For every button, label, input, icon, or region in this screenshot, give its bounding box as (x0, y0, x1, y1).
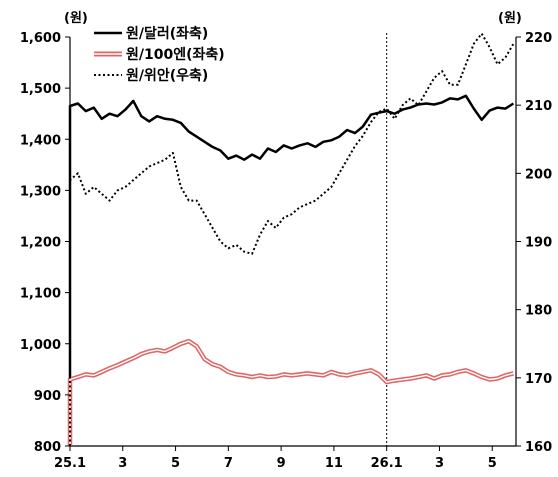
series-line-usd (68, 94, 515, 446)
x-tick-label: 9 (277, 456, 286, 471)
legend-label-jpy: 원/100엔(좌축) (126, 46, 225, 63)
x-axis-ticks: 25.1 3 5 7 9 11 26.1 3 5 (54, 446, 497, 471)
legend-label-usd: 원/달러(좌축) (126, 26, 208, 42)
left-tick-label: 1,500 (20, 82, 61, 97)
x-tick-label: 25.1 (54, 456, 86, 471)
right-tick-label: 190 (525, 236, 552, 251)
x-tick-label: 26.1 (371, 456, 403, 471)
left-axis-unit: (원) (64, 11, 88, 26)
left-tick-label: 1,400 (20, 133, 61, 148)
right-tick-label: 160 (525, 440, 552, 455)
left-tick-label: 1,300 (20, 184, 61, 199)
right-axis-unit: (원) (498, 11, 522, 26)
left-tick-label: 1,100 (20, 287, 61, 302)
left-tick-label: 800 (34, 440, 61, 455)
series-line-jpy-inner (69, 340, 514, 446)
left-tick-label: 1,200 (20, 236, 61, 251)
legend-label-cny: 원/위안(우축) (126, 67, 208, 84)
right-tick-label: 220 (525, 31, 552, 46)
x-tick-label: 11 (325, 456, 343, 471)
series-line-cny (69, 32, 515, 446)
x-tick-label: 3 (118, 456, 127, 471)
right-axis-ticks: 220 210 200 190 180 170 160 (516, 31, 552, 455)
series-layer (67, 32, 515, 446)
right-tick-label: 170 (525, 372, 552, 387)
x-tick-label: 5 (488, 456, 497, 471)
legend: 원/달러(좌축) 원/100엔(좌축) 원/위안(우축) (94, 26, 225, 84)
x-tick-label: 5 (171, 456, 180, 471)
left-tick-label: 1,000 (20, 338, 61, 353)
x-tick-label: 3 (435, 456, 444, 471)
x-tick-label: 7 (224, 456, 233, 471)
left-tick-label: 1,600 (20, 31, 61, 46)
right-tick-label: 200 (525, 167, 552, 182)
right-tick-label: 210 (525, 99, 552, 114)
left-tick-label: 900 (34, 389, 61, 404)
right-tick-label: 180 (525, 304, 552, 319)
left-axis-ticks: 1,600 1,500 1,400 1,300 1,200 1,100 1,000 900 80… (20, 31, 70, 455)
